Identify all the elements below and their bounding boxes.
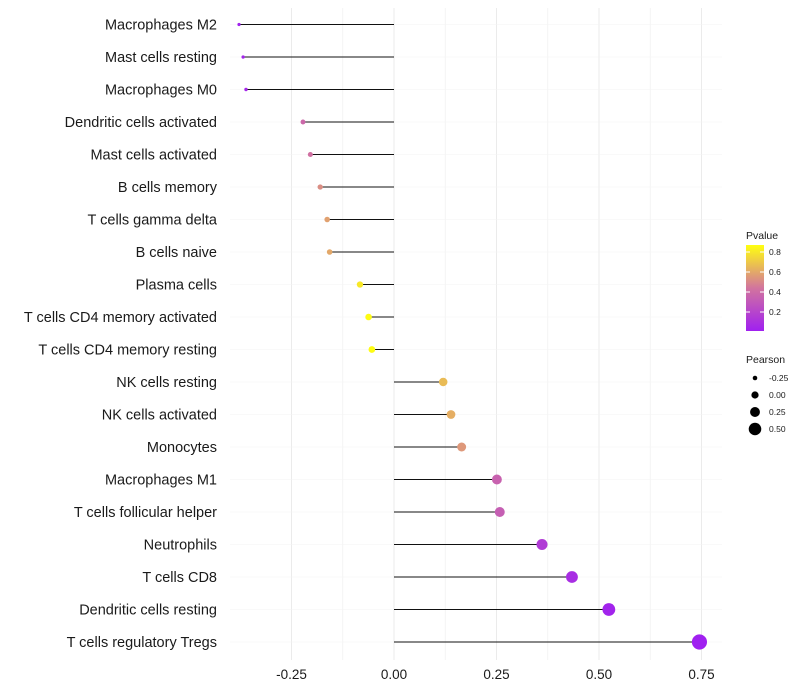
category-label: Mast cells activated <box>90 148 217 164</box>
grid-lines <box>230 8 722 660</box>
pvalue-colorbar <box>746 245 764 331</box>
point-2 <box>244 87 248 92</box>
category-label: T cells CD4 memory activated <box>24 310 217 326</box>
point-1 <box>241 55 245 59</box>
point-6 <box>324 216 330 223</box>
pvalue-legend-label: 0.6 <box>769 267 781 277</box>
pearson-legend-key <box>748 422 762 436</box>
point-5 <box>317 184 323 190</box>
category-label: B cells naive <box>136 245 217 261</box>
x-tick-label: 0.75 <box>688 667 714 682</box>
pearson-legend-key <box>752 375 758 381</box>
x-tick-label: 0.25 <box>483 667 509 682</box>
pearson-legend-key <box>750 407 760 417</box>
lollipop-points <box>237 22 708 650</box>
category-label: Macrophages M0 <box>105 83 217 99</box>
category-label: Macrophages M2 <box>105 18 217 34</box>
pvalue-legend-title: Pvalue <box>746 230 778 242</box>
point-18 <box>602 603 616 616</box>
lollipop-stems <box>239 24 700 643</box>
pearson-legend-label: -0.25 <box>769 373 789 383</box>
category-label: Macrophages M1 <box>105 473 217 489</box>
point-3 <box>300 119 306 125</box>
category-label: T cells follicular helper <box>74 505 217 521</box>
pearson-legend-label: 0.25 <box>769 407 786 417</box>
category-label: NK cells resting <box>116 375 217 391</box>
point-14 <box>491 474 502 485</box>
category-label: Monocytes <box>147 440 217 456</box>
pvalue-legend-label: 0.8 <box>769 247 781 257</box>
category-label: Neutrophils <box>144 538 217 554</box>
point-17 <box>566 571 578 583</box>
point-8 <box>356 281 364 288</box>
point-11 <box>438 377 448 387</box>
category-label: Dendritic cells resting <box>79 603 217 619</box>
x-tick-label: 0.00 <box>381 667 407 682</box>
point-0 <box>237 22 241 27</box>
category-label: NK cells activated <box>102 408 217 424</box>
pvalue-legend-label: 0.4 <box>769 287 781 297</box>
point-15 <box>494 507 505 517</box>
category-label: T cells gamma delta <box>88 213 218 229</box>
point-12 <box>446 410 456 419</box>
pearson-legend-label: 0.50 <box>769 424 786 434</box>
x-tick-label: 0.50 <box>586 667 612 682</box>
pvalue-legend: Pvalue 0.8 0.6 0.4 0.2 <box>746 230 781 331</box>
x-axis-tick-labels: -0.25 0.00 0.25 0.50 0.75 <box>276 667 715 682</box>
point-7 <box>326 249 333 255</box>
point-9 <box>365 313 372 321</box>
point-19 <box>691 634 708 650</box>
pearson-legend-label: 0.00 <box>769 390 786 400</box>
point-10 <box>368 346 376 353</box>
category-label: T cells regulatory Tregs <box>67 635 217 651</box>
pearson-legend: Pearson -0.25 0.00 0.25 0.50 <box>746 354 789 436</box>
pearson-legend-key <box>751 391 759 399</box>
category-label: T cells CD4 memory resting <box>38 343 217 359</box>
category-label: Dendritic cells activated <box>65 115 217 131</box>
pearson-legend-title: Pearson <box>746 354 785 366</box>
point-4 <box>307 151 313 158</box>
category-label: T cells CD8 <box>142 570 217 586</box>
point-16 <box>536 538 548 551</box>
category-label: Mast cells resting <box>105 50 217 66</box>
x-tick-label: -0.25 <box>276 667 307 682</box>
category-labels: Macrophages M2 Mast cells resting Macropha… <box>24 18 218 652</box>
category-label: Plasma cells <box>136 278 217 294</box>
pvalue-legend-label: 0.2 <box>769 307 781 317</box>
category-label: B cells memory <box>118 180 218 196</box>
point-13 <box>457 442 467 452</box>
